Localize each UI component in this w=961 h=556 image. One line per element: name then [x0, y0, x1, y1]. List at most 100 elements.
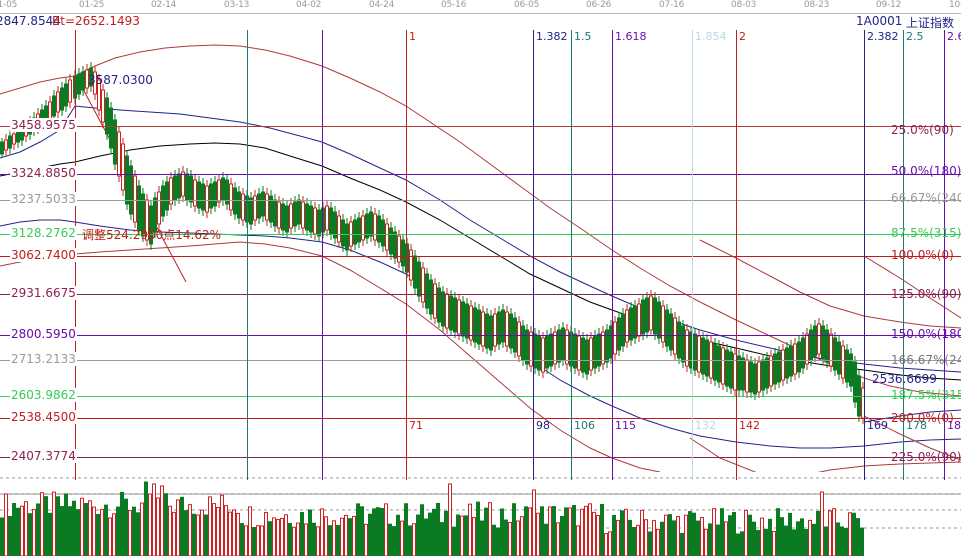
volume-bar [56, 496, 60, 556]
volume-bar [12, 502, 16, 556]
volume-bar [676, 515, 680, 556]
volume-bar [548, 506, 552, 556]
volume-bar [488, 502, 492, 556]
candle-body [12, 133, 16, 145]
volume-bar [224, 505, 228, 556]
candle-body [257, 193, 261, 219]
candle-body [333, 211, 337, 239]
date-tick: 08-03 [731, 0, 757, 10]
fib-time-line [944, 30, 945, 472]
candle-body [68, 79, 72, 103]
candle-body [705, 339, 709, 377]
fib-time-top-label: 1.854 [695, 30, 727, 43]
percent-axis-label: 187.5%(315) [891, 388, 961, 402]
candle-body [505, 311, 509, 347]
candle-body [785, 347, 789, 379]
volume-bar [464, 515, 468, 556]
candle-body [409, 249, 413, 281]
fib-time-line-volume [864, 472, 865, 480]
volume-bar [80, 497, 84, 556]
candle-body [797, 341, 801, 373]
candle-body [273, 199, 277, 227]
volume-bar [496, 527, 500, 556]
candle-body [229, 183, 233, 211]
date-tick: 07-16 [659, 0, 685, 10]
candle-body [593, 335, 597, 369]
volume-bar [712, 508, 716, 556]
volume-bar [228, 511, 232, 556]
volume-bar [200, 509, 204, 556]
candle-body [377, 215, 381, 243]
candle-body [133, 175, 137, 223]
candle-body [737, 355, 741, 391]
volume-bar [120, 491, 124, 556]
volume-bar [648, 531, 652, 556]
fib-time-line-volume [612, 472, 613, 480]
candle-body [521, 325, 525, 361]
candle-body [185, 173, 189, 201]
volume-bar [104, 504, 108, 556]
volume-bar [848, 512, 852, 556]
candle-body [849, 353, 853, 387]
fib-time-line [322, 30, 323, 472]
volume-bar [760, 517, 764, 556]
volume-bar [260, 525, 264, 556]
percent-axis-label: 125.0%(90) [891, 287, 961, 301]
fib-time-line-volume [406, 472, 407, 480]
candle-body [241, 193, 245, 221]
candle-body [52, 95, 56, 117]
candle-body [717, 345, 721, 383]
percent-axis-label: 50.0%(180) [891, 164, 961, 178]
candle-body [469, 305, 473, 341]
volume-bar [364, 523, 368, 556]
candle-body [697, 335, 701, 373]
candle-body [617, 317, 621, 351]
price-gridline [0, 294, 961, 295]
volume-bar [384, 503, 388, 556]
candle-body [749, 361, 753, 393]
volume-bar [196, 514, 200, 556]
candle-body [401, 239, 405, 267]
volume-bar [324, 516, 328, 556]
candle-body [141, 193, 145, 237]
volume-bar [340, 517, 344, 556]
candle-body [529, 331, 533, 367]
volume-bar [220, 494, 224, 556]
candle-body [473, 307, 477, 343]
candle-body [585, 339, 589, 375]
candle-body [113, 119, 117, 165]
candle-body [413, 255, 417, 289]
volume-bar [492, 524, 496, 556]
volume-bar [336, 525, 340, 556]
candle-body [389, 227, 393, 255]
volume-bar [520, 516, 524, 556]
volume-bar [720, 508, 724, 556]
volume-bar [540, 506, 544, 556]
volume-bar [412, 523, 416, 556]
volume-bar [456, 514, 460, 556]
date-tick: 06-26 [586, 0, 612, 10]
candle-body [189, 175, 193, 203]
volume-bar [584, 505, 588, 556]
volume-bar [108, 517, 112, 556]
candle-body [713, 343, 717, 381]
lower-band-path-right [817, 461, 961, 472]
volume-bar [36, 503, 40, 556]
volume-bar [784, 525, 788, 556]
volume-bar [732, 511, 736, 556]
price-pane[interactable]: 3587.0300 调整524.2900点14.62% 2536.6699 34… [0, 30, 961, 472]
volume-bar [60, 506, 64, 556]
candle-body [4, 139, 8, 151]
volume-bar [536, 512, 540, 556]
candle-body [741, 357, 745, 391]
volume-bar [644, 519, 648, 556]
volume-bar [580, 508, 584, 556]
candle-body [281, 203, 285, 231]
candle-body [541, 337, 545, 373]
volume-pane[interactable] [0, 472, 961, 556]
candle-body [217, 179, 221, 203]
fib-time-line [406, 30, 407, 472]
volume-bar [172, 511, 176, 556]
candle-body [109, 107, 113, 149]
candle-body [213, 181, 217, 207]
